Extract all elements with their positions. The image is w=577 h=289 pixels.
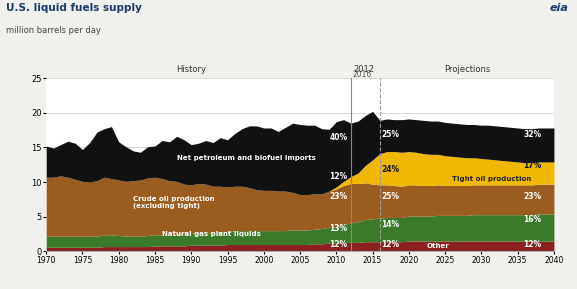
Text: U.S. liquid fuels supply: U.S. liquid fuels supply — [6, 3, 141, 13]
Text: 2016: 2016 — [353, 70, 372, 79]
Text: 12%: 12% — [523, 240, 541, 249]
Text: 23%: 23% — [329, 192, 347, 201]
Text: 12%: 12% — [329, 240, 347, 249]
Text: Net petroleum and biofuel imports: Net petroleum and biofuel imports — [177, 155, 316, 161]
Text: 16%: 16% — [523, 215, 541, 224]
Text: 25%: 25% — [382, 192, 400, 201]
Text: 25%: 25% — [382, 130, 400, 139]
Text: 12%: 12% — [381, 240, 400, 249]
Text: Natural gas plant liquids: Natural gas plant liquids — [162, 231, 261, 237]
Text: 2012: 2012 — [353, 66, 374, 75]
Text: million barrels per day: million barrels per day — [6, 26, 100, 35]
Text: History: History — [176, 66, 206, 75]
Text: 14%: 14% — [381, 220, 400, 229]
Text: 23%: 23% — [523, 192, 541, 201]
Text: Crude oil production
(excluding tight): Crude oil production (excluding tight) — [133, 197, 215, 209]
Text: Other: Other — [427, 243, 449, 249]
Text: eia: eia — [549, 3, 568, 13]
Text: Tight oil production: Tight oil production — [452, 176, 531, 181]
Text: 12%: 12% — [329, 172, 347, 181]
Text: Projections: Projections — [444, 66, 490, 75]
Text: 17%: 17% — [523, 161, 541, 170]
Text: 32%: 32% — [523, 130, 541, 139]
Text: 13%: 13% — [329, 224, 347, 233]
Text: 24%: 24% — [381, 165, 400, 174]
Text: 40%: 40% — [329, 134, 347, 142]
